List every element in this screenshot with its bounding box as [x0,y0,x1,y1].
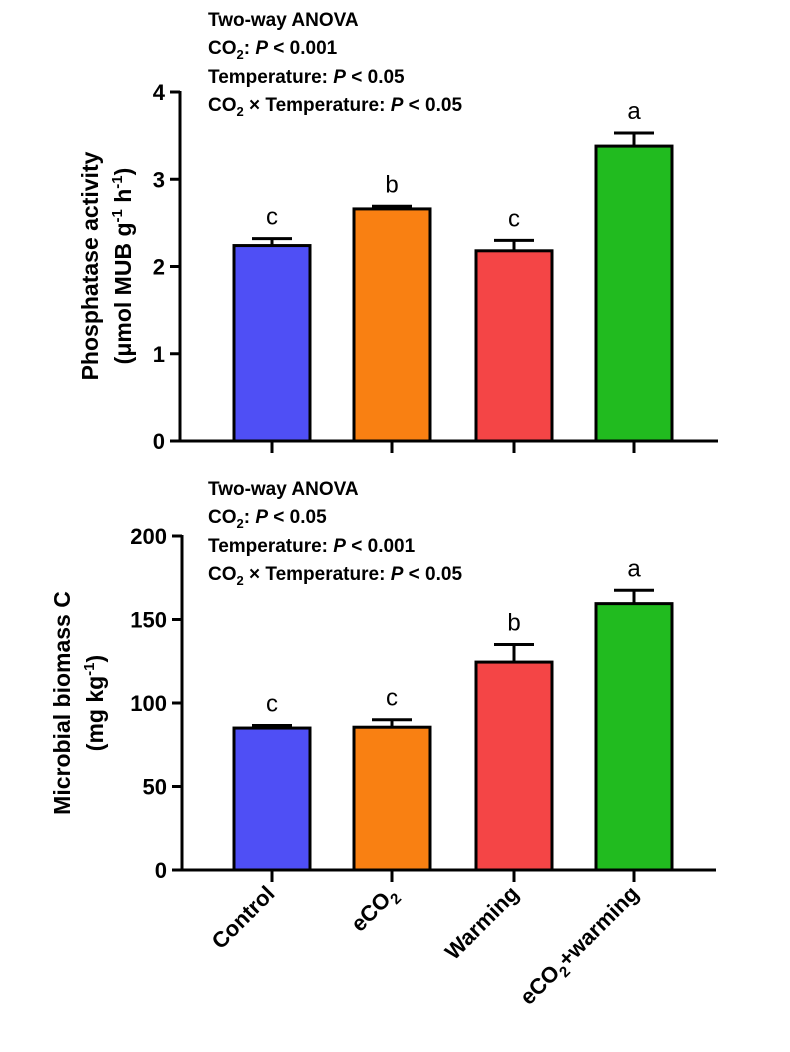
bar-0 [232,244,312,443]
y-tick-label-3: 150 [130,608,167,633]
significance-letter-2: b [507,610,520,637]
significance-letter-1: b [385,171,398,198]
y-tick-label-2: 100 [130,691,167,716]
y-tick-label-0: 0 [153,429,165,454]
y-tick-label-1: 50 [143,775,167,800]
anova-temperature-line: Temperature: P < 0.001 [208,536,416,557]
x-label-eco2: eCO2 [346,881,405,940]
biomass-panel: Two-way ANOVA CO2: P < 0.05 Temperature:… [49,479,716,883]
y-axis-label: Microbial biomass C [49,591,75,815]
bar-0 [232,726,312,872]
bar-2 [474,249,554,443]
anova-interaction-line: CO2 × Temperature: P < 0.05 [208,95,462,119]
anova-title: Two-way ANOVA [208,10,359,31]
x-label-warming: Warming [440,881,524,965]
x-label-control: Control [207,881,280,954]
anova-title: Two-way ANOVA [208,479,359,500]
significance-letter-3: a [627,98,641,125]
bar-3 [594,602,674,872]
bar-1 [352,207,432,443]
x-label-eco2-warming: eCO2+warming [515,881,647,1013]
anova-co2-line: CO2: P < 0.05 [208,507,327,531]
significance-letter-1: c [386,685,398,712]
significance-letter-0: c [266,204,278,231]
y-tick-label-1: 1 [153,342,165,367]
y-tick-label-0: 0 [155,858,167,883]
x-axis-labels: Control eCO2 Warming eCO2+warming [207,881,648,1013]
phosphatase-panel: Two-way ANOVA CO2: P < 0.001 Temperature… [77,10,718,454]
y-tick-label-3: 3 [153,167,165,192]
y-axis-unit: (μmol MUB g-1 h-1) [109,168,136,365]
y-tick-label-4: 200 [130,524,167,549]
anova-temperature-line: Temperature: P < 0.05 [208,67,405,88]
y-axis-label: Phosphatase activity [77,151,103,380]
significance-letter-3: a [627,555,641,582]
bar-2 [474,660,554,872]
significance-letter-0: c [266,691,278,718]
y-tick-label-4: 4 [153,80,166,105]
y-tick-label-2: 2 [153,255,165,280]
bar-3 [594,144,674,443]
anova-co2-line: CO2: P < 0.001 [208,38,338,62]
bar-1 [352,725,432,872]
y-axis-unit: (mg kg-1) [81,655,108,751]
anova-interaction-line: CO2 × Temperature: P < 0.05 [208,564,462,588]
significance-letter-2: c [508,205,520,232]
